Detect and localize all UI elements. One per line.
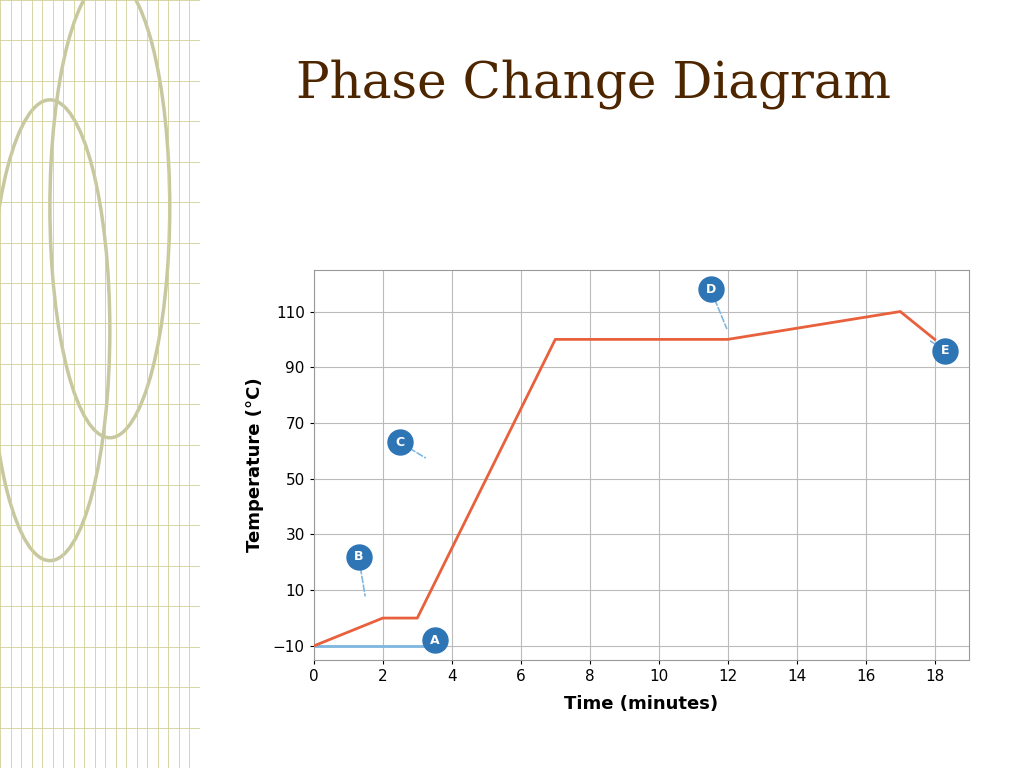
X-axis label: Time (minutes): Time (minutes) xyxy=(564,695,719,713)
Text: Phase Change Diagram: Phase Change Diagram xyxy=(296,59,892,110)
Text: C: C xyxy=(395,436,404,449)
Y-axis label: Temperature (°C): Temperature (°C) xyxy=(247,378,264,552)
Text: A: A xyxy=(430,634,439,647)
Text: B: B xyxy=(354,550,364,563)
Text: Changes of State for Water: Changes of State for Water xyxy=(460,174,761,193)
Text: D: D xyxy=(706,283,716,296)
Text: E: E xyxy=(941,344,949,357)
